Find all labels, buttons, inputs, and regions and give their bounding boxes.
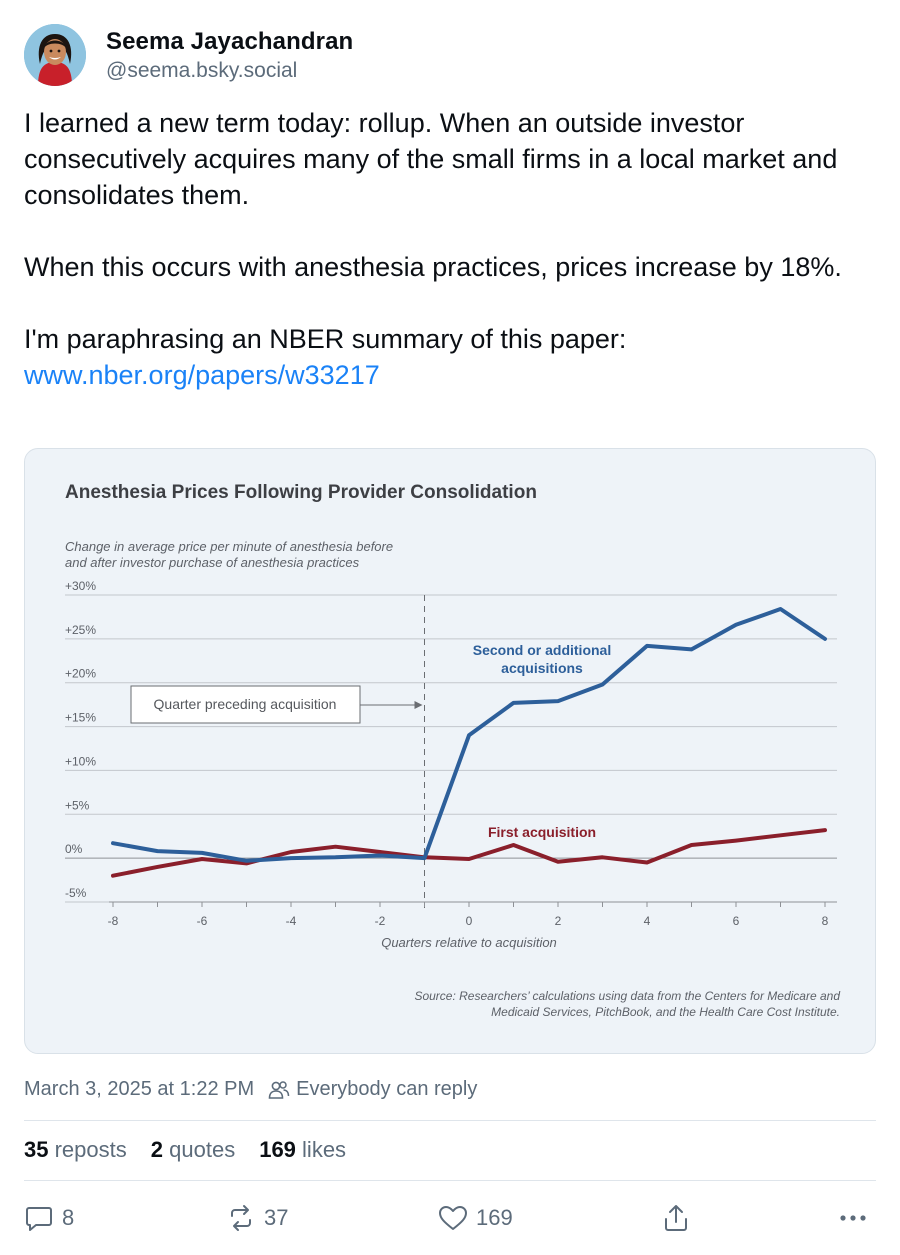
y-tick-label: 0% xyxy=(65,842,83,856)
series-label-first: First acquisition xyxy=(488,824,596,840)
y-tick-label: +20% xyxy=(65,667,96,681)
chart-source-line-1: Source: Researchers’ calculations using … xyxy=(414,989,840,1003)
reposts-label: reposts xyxy=(54,1137,127,1162)
more-icon xyxy=(840,1215,866,1221)
y-tick-label: +5% xyxy=(65,798,90,812)
author-handle[interactable]: @seema.bsky.social xyxy=(106,59,298,82)
post-timestamp[interactable]: March 3, 2025 at 1:22 PM xyxy=(24,1078,255,1100)
quotes-label: quotes xyxy=(169,1137,236,1162)
reply-icon xyxy=(26,1207,52,1231)
divider xyxy=(24,1180,876,1181)
post-paragraph-3-text: I'm paraphrasing an NBER summary of this… xyxy=(24,324,627,354)
heart-icon xyxy=(439,1206,467,1230)
chart-svg: Anesthesia Prices Following Provider Con… xyxy=(65,482,840,1019)
second-or-additional-acquisitions-line xyxy=(111,607,827,863)
author-name[interactable]: Seema Jayachandran xyxy=(106,28,354,55)
reply-count: 8 xyxy=(62,1205,75,1230)
avatar[interactable] xyxy=(24,24,86,86)
x-tick-label: 8 xyxy=(822,914,829,928)
divider xyxy=(24,1120,876,1121)
x-tick-label: -4 xyxy=(286,914,297,928)
post-paragraph-1: I learned a new term today: rollup. When… xyxy=(24,108,838,210)
repost-icon xyxy=(231,1205,251,1231)
repost-button[interactable]: 37 xyxy=(226,1200,288,1236)
likes-stat[interactable]: 169 likes xyxy=(259,1137,346,1163)
share-button[interactable] xyxy=(662,1200,698,1236)
chart-source-line-2: Medicaid Services, PitchBook, and the He… xyxy=(491,1005,840,1019)
post-text: I learned a new term today: rollup. When… xyxy=(24,105,876,393)
y-tick-label: +30% xyxy=(65,579,96,593)
series-label-second-line-2: acquisitions xyxy=(501,660,583,676)
x-tick-label: -8 xyxy=(108,914,119,928)
chart-subtitle-line-1: Change in average price per minute of an… xyxy=(65,539,393,554)
like-count: 169 xyxy=(476,1205,513,1230)
reply-setting-label: Everybody can reply xyxy=(296,1078,478,1100)
annotation-box xyxy=(130,685,361,724)
reply-button[interactable]: 8 xyxy=(24,1200,74,1236)
y-tick-label: -5% xyxy=(65,886,87,900)
post-header: Seema Jayachandran @seema.bsky.social xyxy=(24,24,876,88)
likes-count: 169 xyxy=(259,1137,296,1162)
annotation-text: Quarter preceding acquisition xyxy=(154,696,337,712)
y-tick-label: +25% xyxy=(65,623,96,637)
post-meta: March 3, 2025 at 1:22 PM Everybody can r… xyxy=(24,1078,477,1101)
reposts-count: 35 xyxy=(24,1137,49,1162)
paper-link[interactable]: www.nber.org/papers/w33217 xyxy=(24,360,380,390)
x-tick-label: -6 xyxy=(197,914,208,928)
post-paragraph-2: When this occurs with anesthesia practic… xyxy=(24,252,842,282)
first-acquisition-line xyxy=(111,828,827,878)
reply-setting: Everybody can reply xyxy=(268,1078,477,1101)
chart-title: Anesthesia Prices Following Provider Con… xyxy=(65,482,537,503)
x-axis-label: Quarters relative to acquisition xyxy=(381,935,557,950)
series-label-second-line-1: Second or additional xyxy=(473,642,611,658)
x-tick-label: 0 xyxy=(466,914,473,928)
chart-subtitle-line-2: and after investor purchase of anesthesi… xyxy=(65,555,360,570)
post-stats: 35 reposts 2 quotes 169 likes xyxy=(24,1137,370,1163)
quotes-stat[interactable]: 2 quotes xyxy=(151,1137,235,1163)
share-icon xyxy=(665,1205,687,1231)
x-tick-label: 6 xyxy=(733,914,740,928)
like-button[interactable]: 169 xyxy=(438,1200,513,1236)
people-icon xyxy=(268,1080,290,1099)
x-tick-label: 2 xyxy=(555,914,562,928)
action-bar: 8 37 169 xyxy=(24,1200,876,1236)
reposts-stat[interactable]: 35 reposts xyxy=(24,1137,127,1163)
quotes-count: 2 xyxy=(150,1137,164,1162)
post-paragraph-3: I'm paraphrasing an NBER summary of this… xyxy=(24,321,876,393)
annotation-arrowhead xyxy=(414,701,423,709)
x-tick-label: 4 xyxy=(644,914,651,928)
y-tick-label: +10% xyxy=(65,754,96,768)
chart-image[interactable]: Anesthesia Prices Following Provider Con… xyxy=(24,448,876,1054)
repost-count: 37 xyxy=(264,1205,289,1230)
x-tick-label: -2 xyxy=(375,914,386,928)
more-options-button[interactable] xyxy=(838,1200,876,1236)
likes-label: likes xyxy=(302,1137,347,1162)
y-tick-label: +15% xyxy=(65,711,96,725)
